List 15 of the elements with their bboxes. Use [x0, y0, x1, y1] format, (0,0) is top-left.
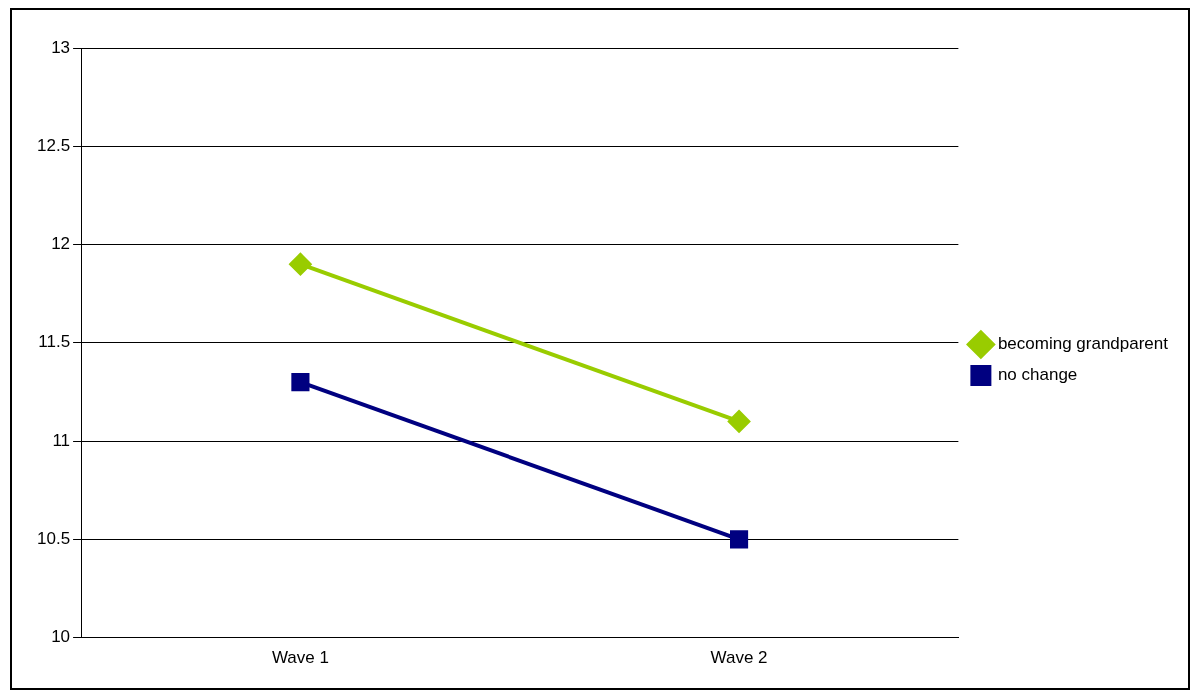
y-tick-label: 13 [51, 37, 71, 57]
x-tick-label: Wave 2 [710, 648, 768, 668]
legend-label: no change [997, 365, 1078, 385]
point [289, 253, 312, 276]
point [729, 530, 749, 549]
point [291, 373, 310, 392]
y-tick-label: 12.5 [36, 135, 71, 155]
y-tick-label: 11 [52, 430, 71, 450]
y-tick-label: 11.5 [38, 332, 71, 352]
y-tick-label: 10 [51, 627, 71, 647]
y-tick-label: 10.5 [36, 529, 71, 549]
x-tick-label: Wave 1 [271, 648, 329, 668]
legend-label: becoming grandparent [997, 334, 1169, 354]
y-tick-label: 12 [51, 234, 71, 254]
point [728, 410, 751, 433]
